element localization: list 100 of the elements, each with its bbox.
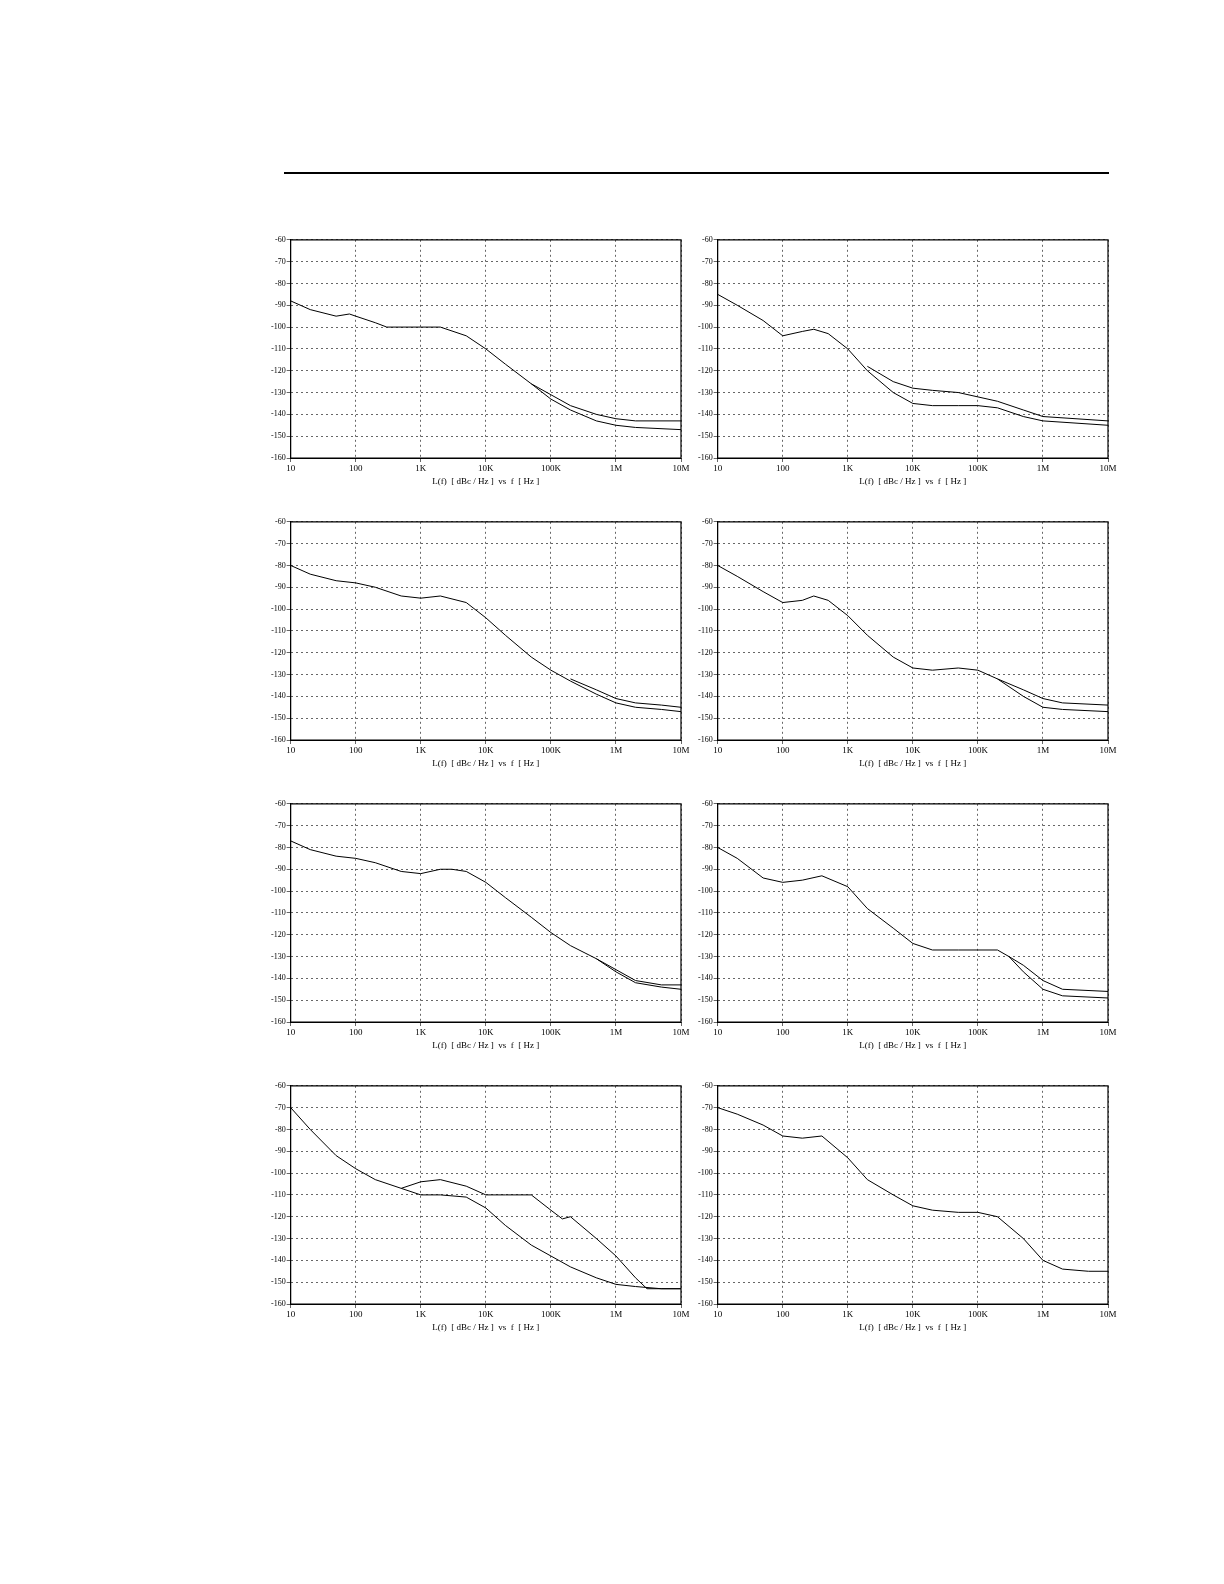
x-axis-title: L(f) [ dBc / Hz ] vs f [ Hz ] <box>859 757 967 768</box>
x-tick-label: 1M <box>609 462 623 473</box>
y-tick-label: -80 <box>701 278 713 288</box>
y-tick-label: -150 <box>270 1277 286 1287</box>
x-tick-label: 100 <box>348 1308 363 1319</box>
x-tick-label: 1M <box>609 1026 623 1037</box>
x-tick-label: 10K <box>478 1026 495 1037</box>
x-axis-title: L(f) [ dBc / Hz ] vs f [ Hz ] <box>432 1039 540 1050</box>
y-tick-label: -90 <box>701 300 713 310</box>
x-tick-label: 100 <box>775 1308 790 1319</box>
y-tick-label: -140 <box>270 1255 286 1265</box>
x-tick-label: 1M <box>1036 1026 1050 1037</box>
x-tick-label: 10K <box>478 1308 495 1319</box>
x-tick-label: 1M <box>609 1308 623 1319</box>
y-tick-label: -90 <box>274 582 286 592</box>
x-tick-label: 10K <box>478 744 495 755</box>
x-tick-label: 10 <box>286 744 296 755</box>
y-tick-label: -60 <box>274 798 286 808</box>
y-tick-label: -100 <box>697 886 713 896</box>
x-tick-label: 100K <box>967 1026 989 1037</box>
y-tick-label: -90 <box>274 864 286 874</box>
x-tick-label: 10M <box>672 462 690 473</box>
y-tick-label: -80 <box>701 1124 713 1134</box>
x-axis-title: L(f) [ dBc / Hz ] vs f [ Hz ] <box>859 475 967 486</box>
y-tick-label: -120 <box>697 365 713 375</box>
y-tick-label: -150 <box>270 995 286 1005</box>
x-tick-label: 10K <box>905 1308 922 1319</box>
x-tick-label: 10 <box>286 462 296 473</box>
x-tick-label: 10M <box>1099 1026 1117 1037</box>
y-tick-label: -70 <box>701 538 713 548</box>
y-tick-label: -110 <box>698 343 713 353</box>
y-tick-label: -100 <box>697 322 713 332</box>
x-tick-label: 100K <box>967 744 989 755</box>
y-tick-label: -70 <box>274 256 286 266</box>
y-tick-label: -110 <box>271 343 286 353</box>
x-tick-label: 1K <box>415 744 427 755</box>
y-tick-label: -70 <box>274 1102 286 1112</box>
x-tick-label: 1K <box>415 1308 427 1319</box>
y-tick-label: -80 <box>274 842 286 852</box>
y-tick-label: -150 <box>697 713 713 723</box>
y-tick-label: -150 <box>270 431 286 441</box>
y-tick-label: -80 <box>274 560 286 570</box>
y-tick-label: -80 <box>274 278 286 288</box>
x-tick-label: 100 <box>348 462 363 473</box>
y-tick-label: -160 <box>697 453 713 463</box>
x-tick-label: 100 <box>348 744 363 755</box>
y-tick-label: -120 <box>270 929 286 939</box>
x-tick-label: 100 <box>775 1026 790 1037</box>
x-tick-label: 100K <box>967 1308 989 1319</box>
y-tick-label: -60 <box>701 1080 713 1090</box>
y-tick-label: -60 <box>274 516 286 526</box>
x-tick-label: 1K <box>842 462 854 473</box>
y-tick-label: -110 <box>271 625 286 635</box>
x-axis-title: L(f) [ dBc / Hz ] vs f [ Hz ] <box>432 757 540 768</box>
y-tick-label: -150 <box>697 995 713 1005</box>
x-tick-label: 1M <box>1036 1308 1050 1319</box>
x-tick-label: 10M <box>1099 1308 1117 1319</box>
y-tick-label: -130 <box>270 1233 286 1243</box>
y-tick-label: -140 <box>697 1255 713 1265</box>
y-tick-label: -140 <box>697 973 713 983</box>
y-tick-label: -80 <box>701 560 713 570</box>
x-tick-label: 1K <box>415 1026 427 1037</box>
x-tick-label: 10M <box>1099 462 1117 473</box>
x-tick-label: 1K <box>842 744 854 755</box>
y-tick-label: -130 <box>697 951 713 961</box>
y-tick-label: -70 <box>274 538 286 548</box>
y-tick-label: -160 <box>270 1017 286 1027</box>
y-tick-label: -110 <box>271 1189 286 1199</box>
y-tick-label: -70 <box>701 1102 713 1112</box>
x-axis-title: L(f) [ dBc / Hz ] vs f [ Hz ] <box>859 1321 967 1332</box>
x-tick-label: 10 <box>713 462 723 473</box>
y-tick-label: -110 <box>698 907 713 917</box>
x-tick-label: 10K <box>905 1026 922 1037</box>
x-tick-label: 100K <box>540 1026 562 1037</box>
y-tick-label: -120 <box>270 365 286 375</box>
x-tick-label: 10 <box>286 1026 296 1037</box>
y-tick-label: -60 <box>274 234 286 244</box>
y-tick-label: -100 <box>270 1168 286 1178</box>
y-tick-label: -120 <box>270 647 286 657</box>
x-tick-label: 1M <box>1036 462 1050 473</box>
y-tick-label: -140 <box>270 409 286 419</box>
y-tick-label: -120 <box>697 929 713 939</box>
y-tick-label: -100 <box>697 604 713 614</box>
y-tick-label: -80 <box>274 1124 286 1134</box>
x-tick-label: 100 <box>775 744 790 755</box>
x-tick-label: 100K <box>540 462 562 473</box>
x-tick-label: 1K <box>842 1026 854 1037</box>
y-tick-label: -60 <box>701 234 713 244</box>
y-tick-label: -70 <box>701 820 713 830</box>
y-tick-label: -110 <box>271 907 286 917</box>
x-tick-label: 1M <box>1036 744 1050 755</box>
x-tick-label: 10 <box>713 744 723 755</box>
y-tick-label: -160 <box>697 735 713 745</box>
y-tick-label: -160 <box>270 1299 286 1309</box>
y-tick-label: -160 <box>697 1017 713 1027</box>
y-tick-label: -120 <box>697 647 713 657</box>
y-tick-label: -60 <box>274 1080 286 1090</box>
x-tick-label: 10 <box>713 1308 723 1319</box>
y-tick-label: -130 <box>270 951 286 961</box>
y-tick-label: -130 <box>697 1233 713 1243</box>
